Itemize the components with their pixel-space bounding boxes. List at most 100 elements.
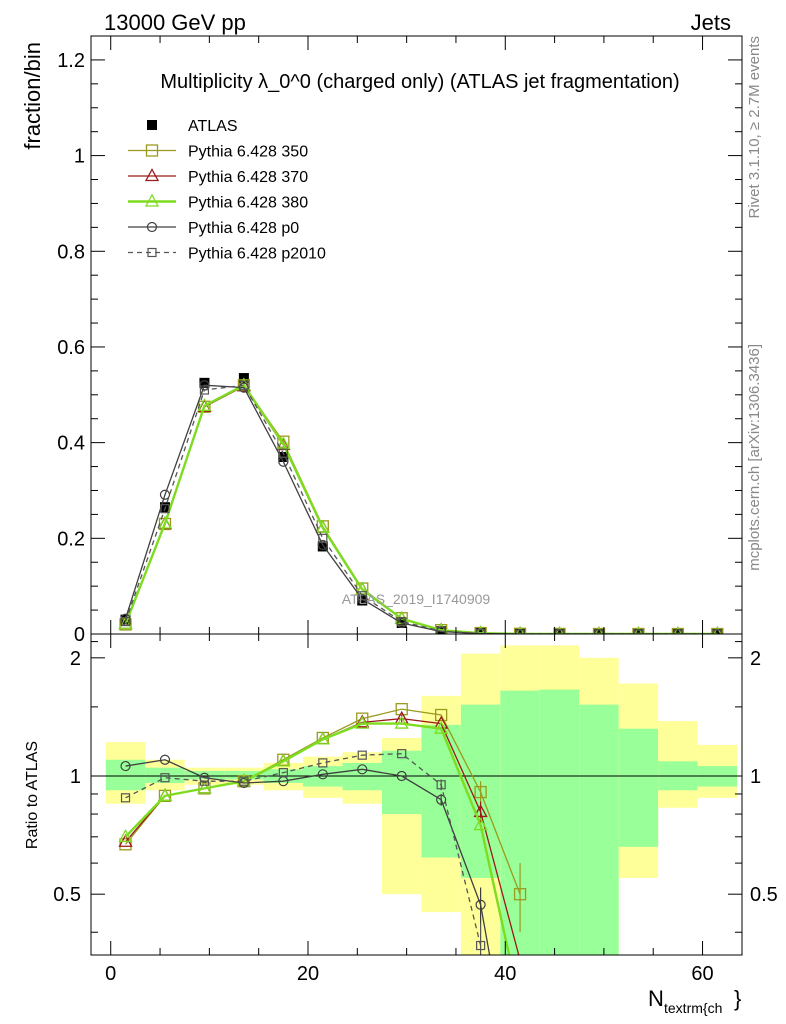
main-point-0-14 (672, 628, 683, 634)
ratio-xtick-label-2: 40 (494, 963, 516, 985)
ratio-ytick-label-1: 1 (70, 766, 81, 788)
main-ytick-label-1: 0.2 (57, 528, 85, 550)
legend: ATLAS Pythia 6.428 350 Pythia 6.428 370 Pyt… (128, 118, 326, 263)
ratio-point-3-9 (475, 899, 486, 910)
legend-marker-5 (147, 247, 157, 258)
ratio-point-3-7 (396, 770, 407, 782)
main-point-0-2 (199, 377, 210, 388)
main-point-0-15 (712, 628, 723, 634)
ratio-ytick-label-0: 0.5 (53, 884, 81, 906)
band-inner-2 (184, 770, 225, 780)
main-point-3-15 (713, 626, 722, 634)
main-point-5-7 (397, 616, 407, 627)
main-point-3-0 (118, 616, 133, 630)
ratio-xlabel-main: N (648, 986, 664, 1011)
main-ytick-label-3: 0.6 (57, 337, 85, 359)
band-inner-11 (539, 689, 580, 955)
ratio-point-0-8 (435, 708, 448, 722)
chart-title: Multiplicity λ_0^0 (charged only) (ATLAS… (160, 71, 679, 93)
ratio-xtick-label-3: 60 (691, 963, 713, 985)
ratio-point-4-3 (239, 776, 249, 786)
main-point-0-11 (554, 628, 565, 634)
main-point-1-4 (277, 435, 290, 448)
main-point-0-9 (475, 628, 486, 634)
band-inner-1 (145, 767, 185, 783)
main-point-5-12 (594, 629, 604, 634)
watermark: ATLAS_2019_I1740909 (342, 591, 491, 607)
legend-label-4: Pythia 6.428 p0 (188, 220, 299, 237)
ratio-point-2-0 (118, 828, 133, 842)
ratio-bands (105, 645, 738, 955)
main-point-3-2 (197, 397, 212, 411)
ratio-point-4-5 (318, 758, 328, 768)
main-point-0-6 (357, 595, 368, 606)
ratio-point-1-9 (473, 804, 488, 818)
band-inner-7 (381, 750, 422, 815)
ratio-point-3-5 (317, 769, 328, 780)
main-point-5-6 (357, 591, 367, 601)
ratio-series-line-3 (125, 759, 491, 955)
rivet-label: Rivet 3.1.10, ≥ 2.7M events (746, 36, 763, 219)
legend-label-1: Pythia 6.428 350 (188, 144, 308, 161)
ratio-ytick-label-right-0: 0.5 (750, 884, 778, 906)
main-point-5-5 (318, 533, 328, 543)
main-series-line-5 (124, 384, 718, 634)
ratio-point-4-8 (436, 780, 446, 790)
main-point-5-11 (554, 629, 565, 634)
header-right: Jets (691, 10, 731, 35)
ratio-ylabel: Ratio to ATLAS (24, 741, 41, 849)
ratio-point-3-1 (159, 754, 171, 765)
ratio-point-0-10 (513, 888, 527, 901)
ratio-point-4-7 (397, 749, 407, 759)
main-point-3-1 (157, 515, 173, 529)
ratio-point-2-9 (473, 817, 488, 831)
main-point-1-0 (119, 618, 132, 631)
ratio-series-4 (120, 749, 486, 955)
mcplots-label: mcplots.cern.ch [arXiv:1306.3436] (746, 344, 763, 571)
main-point-5-1 (160, 504, 170, 514)
ratio-ytick-label-right-1: 1 (750, 766, 761, 788)
ratio-point-3-0 (120, 760, 131, 772)
ratio-point-4-2 (199, 776, 210, 786)
legend-label-0: ATLAS (188, 118, 238, 135)
ratio-xtick-label-0: 0 (105, 963, 116, 985)
ratio-point-4-0 (120, 793, 131, 803)
main-ytick-label-5: 1 (74, 146, 85, 168)
header-left: 13000 GeV pp (104, 10, 246, 35)
main-ytick-label-4: 0.8 (57, 241, 85, 263)
legend-label-3: Pythia 6.428 380 (188, 195, 308, 212)
main-point-5-3 (239, 380, 249, 390)
main-point-3-8 (434, 622, 448, 634)
main-point-5-2 (199, 385, 210, 395)
legend-label-5: Pythia 6.428 p2010 (188, 246, 326, 263)
main-ytick-label-6: 1.2 (57, 50, 85, 72)
main-point-0-13 (633, 628, 644, 634)
ratio-xlabel-sub: textrm{ch (664, 1000, 722, 1016)
ratio-point-4-1 (160, 773, 170, 783)
ratio-series-line-4 (125, 753, 482, 946)
ratio-point-0-7 (395, 703, 408, 716)
ratio-point-2-1 (157, 788, 173, 802)
main-series-line-4 (124, 384, 718, 634)
main-point-4-5 (317, 539, 328, 551)
ratio-point-3-6 (357, 764, 368, 775)
ratio-ytick-label-2: 2 (70, 648, 81, 670)
band-inner-6 (342, 762, 382, 791)
ratio-xlabel-tail: } (734, 986, 741, 1011)
ratio-point-4-9 (476, 940, 486, 951)
legend-marker-3 (144, 193, 160, 207)
main-point-3-11 (555, 626, 564, 634)
main-point-3-9 (475, 625, 486, 634)
ratio-point-2-5 (315, 731, 330, 745)
legend-marker-0 (147, 120, 157, 130)
main-series-line-3 (124, 383, 718, 634)
ratio-point-2-7 (394, 715, 409, 729)
main-panel: 0 0.2 0.4 0.6 0.8 1 1.2 fraction/bin Multiplicit… (20, 35, 743, 646)
legend-label-2: Pythia 6.428 370 (188, 169, 308, 186)
main-point-0-10 (515, 628, 526, 634)
main-point-0-12 (593, 628, 604, 634)
main-point-5-15 (712, 629, 722, 634)
main-point-5-0 (120, 616, 131, 627)
ratio-point-4-6 (357, 750, 367, 760)
legend-marker-1 (145, 144, 159, 157)
